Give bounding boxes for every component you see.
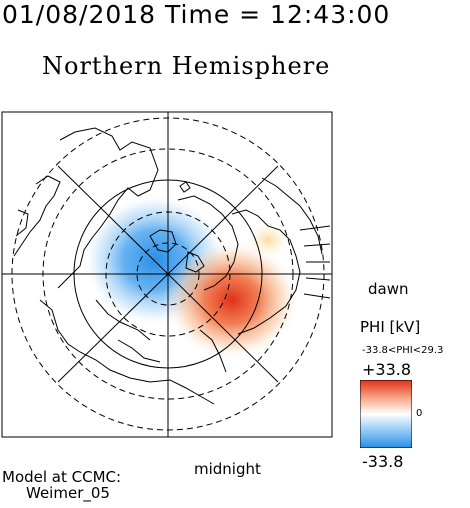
- datetime-header: 01/08/2018 Time = 12:43:00: [2, 0, 391, 29]
- colorbar-max-label: +33.8: [362, 360, 412, 379]
- polar-map-plot: [1, 111, 333, 438]
- colorbar-min-label: -33.8: [362, 452, 404, 471]
- midnight-label: midnight: [194, 460, 261, 478]
- colorbar-quantity: PHI [kV]: [360, 318, 421, 336]
- colorbar-zero-label: 0: [416, 408, 423, 419]
- colorbar-range: -33.8<PHI<29.3: [362, 345, 444, 356]
- colorbar: [360, 380, 412, 448]
- dawn-label: dawn: [368, 280, 409, 298]
- model-name: Weimer_05: [26, 484, 110, 502]
- model-label: Model at CCMC:: [2, 468, 122, 486]
- meridian-lines: [2, 112, 332, 437]
- continent-outlines: [13, 127, 323, 405]
- plot-title: Northern Hemisphere: [42, 52, 331, 80]
- edge-grid: [299, 225, 331, 299]
